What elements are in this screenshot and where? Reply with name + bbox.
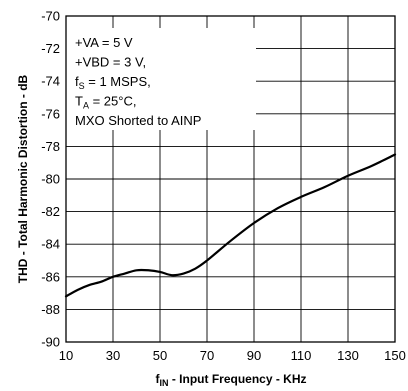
- x-tick-label: 130: [337, 348, 359, 363]
- plot-frame: [65, 15, 396, 343]
- x-tick-label: 110: [291, 348, 312, 363]
- y-axis-title: THD - Total Harmonic Distortion - dB: [16, 74, 30, 283]
- y-tick-label: -90: [41, 335, 60, 350]
- x-tick-label: 150: [384, 348, 406, 363]
- x-tick-label: 50: [153, 348, 167, 363]
- y-tick-label: -74: [41, 74, 60, 89]
- x-axis-title-rest: - Input Frequency - KHz: [169, 372, 307, 386]
- y-tick-label: -80: [41, 172, 60, 187]
- y-tick-label: -70: [41, 9, 60, 24]
- annotation-value: = 25°C,: [89, 94, 136, 109]
- x-tick-label: 90: [247, 348, 261, 363]
- annotation-line: +VA = 5 V: [75, 35, 133, 50]
- y-tick-label: -78: [41, 139, 60, 154]
- annotation-subscript: S: [79, 81, 85, 91]
- x-axis-title-main: f: [156, 372, 161, 386]
- annotation-line: fS = 1 MSPS,: [75, 74, 151, 91]
- annotation-line: MXO Shorted to AINP: [75, 113, 201, 128]
- y-tick-label: -72: [41, 41, 60, 56]
- y-tick-label: -88: [41, 302, 60, 317]
- annotation-line: TA = 25°C,: [75, 94, 136, 111]
- annotation-symbol: T: [75, 94, 83, 109]
- x-axis-title-sub: IN: [160, 378, 169, 386]
- x-tick-label: 30: [106, 348, 120, 363]
- x-axis-title: fIN - Input Frequency - KHz: [156, 372, 307, 386]
- y-tick-label: -76: [41, 106, 60, 121]
- y-tick-labels: -70 -72 -74 -76 -78 -80 -82 -84 -86 -88 -90: [41, 9, 60, 350]
- annotation-line: +VBD = 3 V,: [75, 55, 146, 70]
- annotation-symbol: f: [75, 74, 79, 89]
- x-tick-label: 10: [59, 348, 73, 363]
- annotation-value: = 1 MSPS,: [85, 74, 151, 89]
- annotation: +VA = 5 V+VBD = 3 V,fS = 1 MSPS,TA = 25°…: [75, 35, 201, 128]
- y-tick-label: -86: [41, 269, 60, 284]
- y-tick-label: -84: [41, 237, 60, 252]
- y-tick-label: -82: [41, 204, 60, 219]
- x-tick-labels: 10 30 50 70 90 110 130 150: [59, 348, 406, 363]
- x-tick-label: 70: [200, 348, 214, 363]
- annotation-subscript: A: [83, 101, 89, 111]
- annotation-box: [66, 28, 256, 130]
- series-line: [64, 153, 397, 298]
